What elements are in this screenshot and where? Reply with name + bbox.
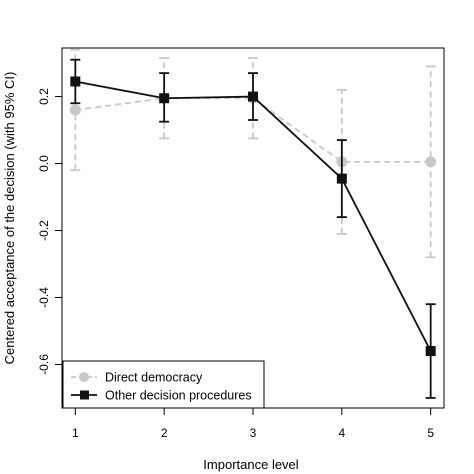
legend-item: Direct democracy: [71, 371, 203, 385]
legend-box: [62, 360, 265, 409]
data-point: [425, 346, 436, 357]
y-tick-label: -0.4: [37, 287, 51, 308]
data-point: [69, 104, 81, 116]
series-other-decision-procedures: [70, 58, 436, 399]
legend-label: Direct democracy: [105, 371, 203, 385]
legend-item: Other decision procedures: [71, 389, 252, 403]
data-point: [248, 91, 258, 102]
y-tick-label: -0.2: [37, 220, 51, 241]
legend-marker: [80, 390, 89, 400]
x-axis-label: Importance level: [203, 457, 298, 472]
y-tick-label: 0.2: [37, 88, 51, 105]
x-tick-label: 1: [72, 426, 79, 440]
x-tick-label: 5: [427, 426, 434, 440]
legend-label: Other decision procedures: [105, 389, 252, 403]
y-tick-label: 0.0: [37, 155, 51, 172]
x-tick-label: 3: [250, 426, 257, 440]
legend-marker: [79, 372, 89, 382]
y-tick-label: -0.6: [37, 354, 51, 375]
data-point: [159, 93, 170, 104]
x-tick-label: 2: [161, 426, 168, 440]
data-point: [70, 76, 81, 87]
data-point: [425, 156, 437, 168]
data-point: [336, 173, 347, 184]
y-axis-label: Centered acceptance of the decision (wit…: [2, 72, 17, 365]
series-line: [75, 80, 432, 352]
x-tick-label: 4: [338, 426, 345, 440]
